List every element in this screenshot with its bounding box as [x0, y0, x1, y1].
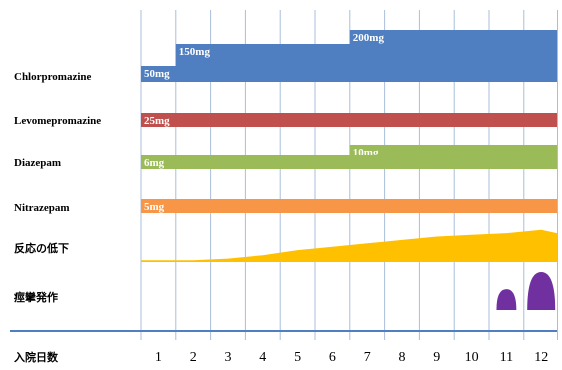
seizure-events: [496, 272, 556, 310]
dose-label: 6mg: [144, 157, 165, 169]
day-tick-label: 1: [155, 350, 162, 365]
row-label-diazepam: Diazepam: [14, 157, 61, 169]
day-tick-label: 8: [399, 350, 406, 365]
x-axis-label: 入院日数: [14, 350, 59, 364]
reaction-area: [141, 229, 557, 262]
day-tick-label: 5: [294, 350, 301, 365]
row-label-chlorpromazine: Chlorpromazine: [14, 71, 92, 83]
day-tick-label: 12: [534, 350, 548, 365]
dose-label: 5mg: [144, 201, 165, 213]
dose-bar: [141, 199, 557, 213]
dose-label: 150mg: [179, 46, 211, 58]
row-label-levomepromazine: Levomepromazine: [14, 115, 101, 127]
dose-bar: [141, 66, 557, 82]
reaction-decline-area: [141, 229, 557, 262]
dose-bar: [141, 155, 557, 169]
day-tick-label: 10: [465, 350, 479, 365]
day-tick-label: 2: [190, 350, 197, 365]
seizure-event: [496, 289, 517, 310]
dose-label: 200mg: [353, 32, 385, 44]
day-tick-label: 11: [500, 350, 513, 365]
row-label-reaction-decline: 反応の低下: [14, 241, 69, 255]
dose-label: 50mg: [144, 68, 170, 80]
row-labels: Chlorpromazine Levomepromazine Diazepam Nit…: [13, 71, 101, 304]
day-tick-label: 7: [364, 350, 371, 365]
day-tick-label: 6: [329, 350, 336, 365]
day-tick-label: 9: [433, 350, 440, 365]
seizure-event: [527, 272, 556, 310]
day-tick-label: 4: [259, 350, 266, 365]
day-tick-label: 3: [225, 350, 232, 365]
dose-bar: [141, 113, 557, 127]
row-label-nitrazepam: Nitrazepam: [14, 202, 70, 214]
row-label-seizure: 痙攣発作: [13, 290, 58, 304]
dose-label: 25mg: [144, 115, 170, 127]
